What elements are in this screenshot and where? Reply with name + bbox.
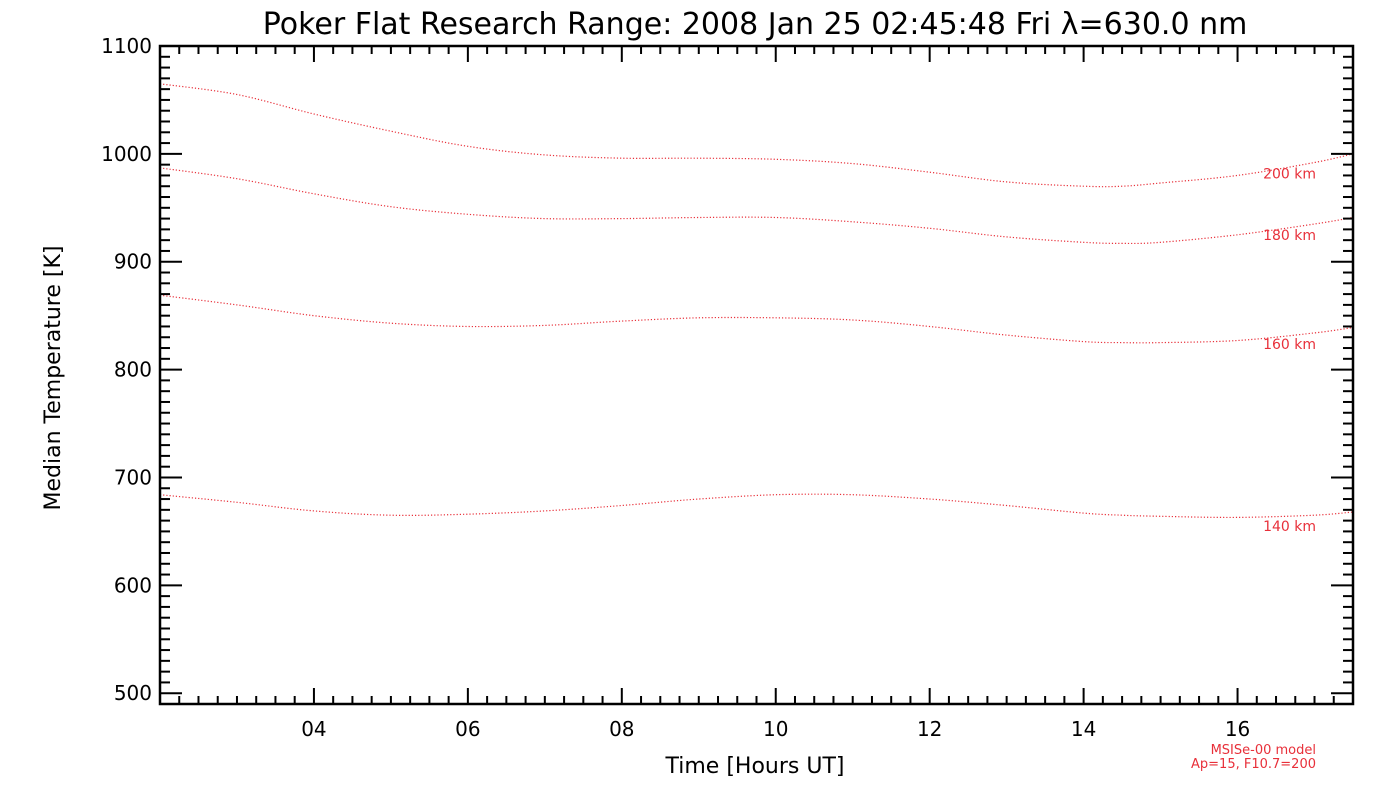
x-axis-label: Time [Hours UT]	[665, 754, 845, 779]
x-tick-label: 16	[1225, 717, 1250, 741]
model-annotation: MSISe-00 model	[1211, 743, 1316, 758]
x-tick-label: 10	[763, 717, 788, 741]
y-tick-label: 500	[114, 681, 152, 705]
series-label: 180 km	[1263, 228, 1316, 244]
x-tick-label: 08	[609, 717, 634, 741]
y-tick-label: 600	[114, 573, 152, 597]
series-label: 200 km	[1263, 166, 1316, 182]
y-axis-label: Median Temperature [K]	[41, 246, 66, 511]
series-layer: 200 km 180 km 160 km 140 km	[159, 83, 1354, 535]
x-tick-label: 12	[917, 717, 942, 741]
x-tick-label: 14	[1071, 717, 1096, 741]
y-tick-label: 700	[114, 465, 152, 489]
parameters-annotation: Ap=15, F10.7=200	[1191, 757, 1316, 772]
series-line-200-km	[159, 83, 1354, 188]
y-tick-label: 1100	[101, 34, 152, 58]
chart-title: Poker Flat Research Range: 2008 Jan 25 0…	[263, 7, 1248, 42]
ticks-layer: 04 06 08 10 12 14 16 500 600 700 800 900 1000 1100	[101, 34, 1354, 741]
y-tick-label: 1000	[101, 142, 152, 166]
series-line-180-km	[159, 167, 1354, 245]
x-tick-label: 06	[455, 717, 480, 741]
series-label: 160 km	[1263, 337, 1316, 353]
y-tick-label: 800	[114, 358, 152, 382]
series-label: 140 km	[1263, 519, 1316, 535]
series-line-160-km	[159, 294, 1354, 344]
y-tick-label: 900	[114, 250, 152, 274]
series-line-140-km	[159, 493, 1354, 519]
x-tick-label: 04	[301, 717, 326, 741]
